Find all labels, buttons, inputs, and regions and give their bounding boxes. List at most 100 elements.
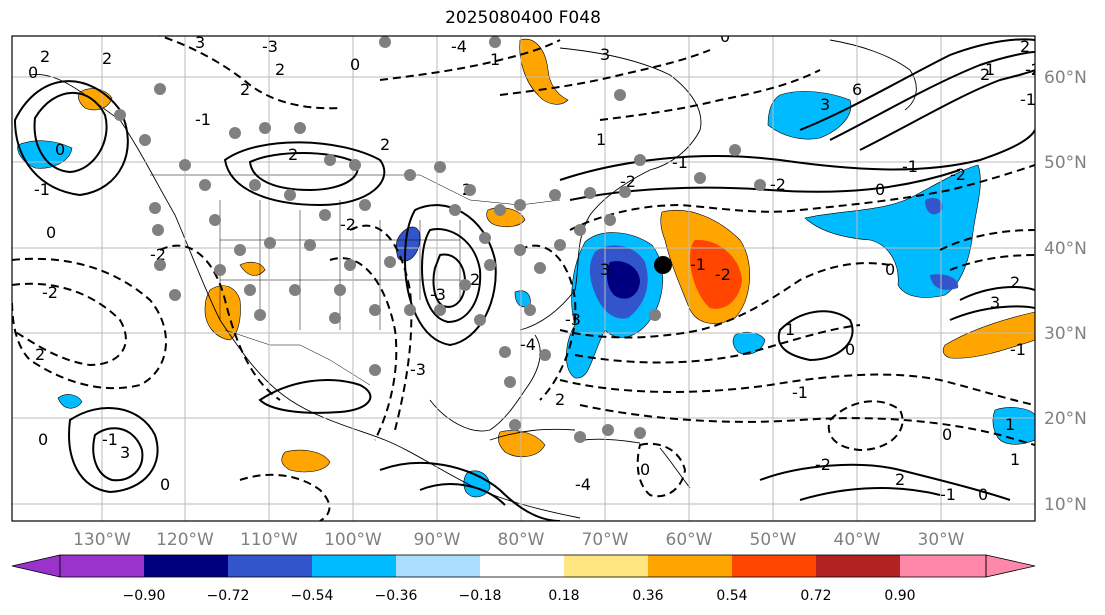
station-marker: [634, 427, 646, 439]
station-marker: [114, 109, 126, 121]
greenland-coast: [829, 39, 917, 111]
negative-anomaly-region: [395, 226, 421, 262]
contour-label: 0: [885, 260, 895, 279]
contour-label: -1: [195, 110, 211, 129]
north-america-coastline: [29, 47, 702, 519]
station-marker: [154, 83, 166, 95]
station-marker: [304, 239, 316, 251]
contour-label: 2: [275, 60, 285, 79]
borders: [150, 174, 561, 386]
contour-label: 0: [875, 180, 885, 199]
colorbar-extend-low: [11, 554, 61, 578]
station-marker: [584, 187, 596, 199]
contour-label-group: 0 2 0 2 -1 3 2 0 -3 0 2 -2 2 -4 0 2 -1 0…: [28, 36, 1041, 504]
station-marker: [459, 279, 471, 291]
contour-label: 2: [40, 47, 50, 66]
colorbar-tick: −0.72: [207, 588, 250, 604]
lon-label: 100°W: [324, 530, 382, 550]
colorbar-segment: [564, 555, 648, 577]
station-markers: [114, 36, 766, 443]
contour-label: -2: [150, 245, 166, 264]
latitude-labels: 60°N 50°N 40°N 30°N 20°N 10°N: [1044, 68, 1087, 515]
station-marker: [434, 161, 446, 173]
station-marker: [359, 199, 371, 211]
station-marker: [369, 304, 381, 316]
anomaly-fills: [17, 38, 1035, 498]
contour-label: 0: [845, 340, 855, 359]
station-marker: [489, 36, 501, 48]
contour-label: 0: [942, 425, 952, 444]
contour-label: -3: [430, 285, 446, 304]
contour-label: 0: [46, 223, 56, 242]
station-marker: [634, 154, 646, 166]
contour-label: -1: [102, 430, 118, 449]
contour-label: 3: [820, 95, 830, 114]
station-marker: [554, 239, 566, 251]
contour-label: -1: [1020, 90, 1036, 109]
station-marker: [334, 284, 346, 296]
contour-label: -2: [1025, 60, 1041, 79]
station-marker: [349, 159, 361, 171]
contour-label: -1: [902, 157, 918, 176]
colorbar-segment: [816, 555, 900, 577]
station-marker: [649, 309, 661, 321]
plot-title: 2025080400 F048: [445, 8, 601, 28]
contour-label: -1: [940, 485, 956, 504]
station-marker: [524, 304, 536, 316]
contour-label: -2: [815, 455, 831, 474]
colorbar-frame: [59, 554, 987, 578]
contour-label: -4: [451, 37, 467, 56]
coastlines: [29, 39, 917, 519]
contour-label: 1: [490, 50, 500, 69]
station-marker: [294, 122, 306, 134]
station-marker: [139, 134, 151, 146]
station-marker: [379, 36, 391, 48]
negative-anomaly-region: [992, 407, 1035, 445]
lat-label: 50°N: [1044, 153, 1087, 173]
station-marker: [614, 89, 626, 101]
station-marker: [539, 349, 551, 361]
station-marker: [152, 224, 164, 236]
station-marker: [289, 284, 301, 296]
colorbar-segment: [228, 555, 312, 577]
colorbar-tick: −0.54: [291, 588, 334, 604]
contour-label: 1: [596, 130, 606, 149]
contour-label: 0: [978, 485, 988, 504]
positive-anomaly-region: [239, 261, 266, 276]
contour-label: 0: [160, 475, 170, 494]
contour-label: 2: [895, 470, 905, 489]
station-marker: [694, 172, 706, 184]
positive-anomaly-region: [942, 311, 1035, 359]
station-marker: [284, 189, 296, 201]
colorbar-tick: −0.90: [123, 588, 166, 604]
station-marker: [574, 431, 586, 443]
lat-label: 60°N: [1044, 68, 1087, 88]
colorbar-segment: [312, 555, 396, 577]
station-marker: [199, 179, 211, 191]
colorbar-tick: 0.36: [632, 588, 663, 604]
contour-label: -3: [262, 37, 278, 56]
lon-label: 90°W: [414, 530, 461, 550]
station-marker: [514, 199, 526, 211]
station-marker: [214, 264, 226, 276]
negative-anomaly-region: [17, 140, 73, 169]
lat-label: 40°N: [1044, 239, 1087, 259]
station-marker: [149, 202, 161, 214]
contour-label: 1: [785, 320, 795, 339]
station-marker: [329, 312, 341, 324]
colorbar-segment: [60, 555, 144, 577]
station-marker: [464, 184, 476, 196]
negative-anomaly-region: [57, 394, 83, 409]
lat-label: 20°N: [1044, 409, 1087, 429]
negative-anomaly-region: [925, 198, 943, 215]
station-marker: [234, 244, 246, 256]
contour-label: 2: [470, 270, 480, 289]
station-marker: [602, 424, 614, 436]
contour-label: -4: [575, 475, 591, 494]
positive-anomaly-region: [690, 239, 742, 309]
colorbar-segment: [396, 555, 480, 577]
station-marker: [169, 289, 181, 301]
contour-label: 0: [55, 140, 65, 159]
colorbar-tick: 0.18: [548, 588, 579, 604]
station-marker: [484, 259, 496, 271]
